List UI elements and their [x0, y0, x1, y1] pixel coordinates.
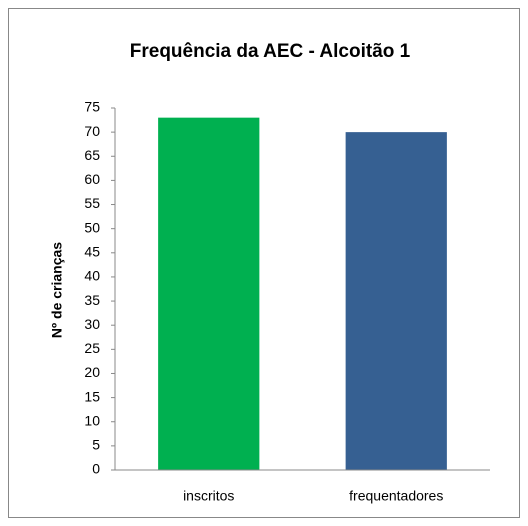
bar	[158, 117, 260, 471]
y-tick-label: 0	[92, 461, 100, 477]
y-tick-label: 5	[92, 437, 100, 453]
bar	[345, 132, 447, 470]
y-axis-label: Nº de crianças	[49, 242, 65, 338]
y-tick-label: 70	[84, 123, 100, 139]
y-tick-label: 20	[84, 364, 100, 380]
y-tick-label: 75	[84, 99, 100, 115]
chart-title: Frequência da AEC - Alcoitão 1	[130, 41, 411, 62]
y-tick-label: 40	[84, 268, 100, 284]
y-tick-label: 65	[84, 147, 100, 163]
y-tick-label: 55	[84, 195, 100, 211]
y-tick-label: 35	[84, 292, 100, 308]
y-tick-label: 60	[84, 171, 100, 187]
x-tick-label: frequentadores	[349, 488, 443, 504]
y-tick-label: 15	[84, 388, 100, 404]
y-tick-label: 25	[84, 340, 100, 356]
y-tick-label: 10	[84, 412, 100, 428]
x-tick-label: inscritos	[183, 488, 234, 504]
y-tick-label: 45	[84, 244, 100, 260]
y-tick-label: 50	[84, 219, 100, 235]
y-tick-label: 30	[84, 316, 100, 332]
